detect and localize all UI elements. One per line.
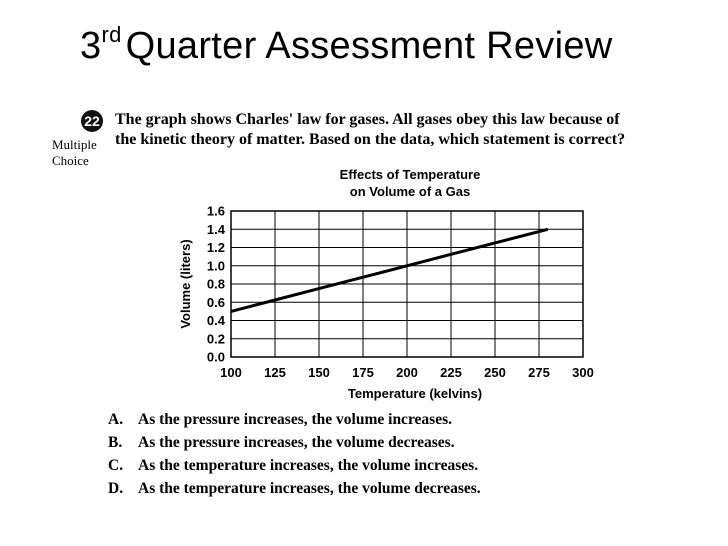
y-tick-label: 1.6 — [207, 204, 225, 219]
question-text-line-2: the kinetic theory of matter. Based on t… — [115, 131, 626, 148]
series-line — [230, 227, 549, 313]
y-tick-label: 1.0 — [207, 258, 225, 273]
answer-choice-c: C. As the temperature increases, the volu… — [108, 454, 481, 477]
chart-title-line-2: on Volume of a Gas — [349, 184, 471, 199]
chart-title: Effects of Temperature on Volume of a Ga… — [300, 166, 520, 200]
y-tick-label: 0.4 — [207, 313, 226, 328]
y-tick-label: 0.0 — [207, 350, 225, 365]
answer-text: As the temperature increases, the volume… — [138, 480, 481, 497]
x-tick-label: 275 — [528, 365, 550, 380]
chart-title-line-1: Effects of Temperature — [339, 167, 481, 182]
answer-letter: D. — [108, 480, 124, 497]
slide-title: 3rd Quarter Assessment Review — [80, 22, 613, 68]
answer-choice-d: D. As the temperature increases, the volu… — [108, 477, 481, 500]
y-tick-label: 0.2 — [207, 331, 225, 346]
answer-text: As the pressure increases, the volume de… — [138, 434, 455, 451]
title-superscript: rd — [101, 22, 122, 47]
y-axis-label: Volume (liters) — [178, 239, 193, 328]
x-tick-label: 100 — [220, 365, 242, 380]
x-tick-label: 250 — [484, 365, 506, 380]
answer-choices: A. As the pressure increases, the volume … — [108, 408, 481, 500]
question-type-line-2: Choice — [52, 153, 89, 168]
x-axis-label: Temperature (kelvins) — [348, 386, 482, 401]
answer-letter: C. — [108, 457, 124, 474]
title-number: 3 — [80, 25, 102, 67]
answer-text: As the pressure increases, the volume in… — [138, 411, 452, 428]
x-tick-label: 175 — [352, 365, 374, 380]
x-tick-label: 200 — [396, 365, 418, 380]
question-type: Multiple Choice — [52, 137, 110, 169]
answer-letter: B. — [108, 434, 123, 451]
question-text: The graph shows Charles' law for gases. … — [115, 110, 675, 150]
y-tick-label: 0.6 — [207, 295, 225, 310]
answer-text: As the temperature increases, the volume… — [138, 457, 479, 474]
y-tick-label: 1.4 — [207, 222, 226, 237]
y-tick-label: 0.8 — [207, 277, 225, 292]
x-tick-label: 125 — [264, 365, 286, 380]
x-tick-label: 150 — [308, 365, 330, 380]
title-main: Quarter Assessment Review — [125, 25, 613, 67]
answer-choice-a: A. As the pressure increases, the volume … — [108, 408, 481, 431]
answer-letter: A. — [108, 411, 124, 428]
y-tick-label: 1.2 — [207, 240, 225, 255]
question-type-line-1: Multiple — [52, 137, 97, 152]
question-text-line-1: The graph shows Charles' law for gases. … — [115, 111, 620, 128]
answer-choice-b: B. As the pressure increases, the volume … — [108, 431, 481, 454]
x-tick-label: 300 — [572, 365, 594, 380]
question-number-badge: 22 — [81, 110, 103, 132]
x-tick-label: 225 — [440, 365, 462, 380]
